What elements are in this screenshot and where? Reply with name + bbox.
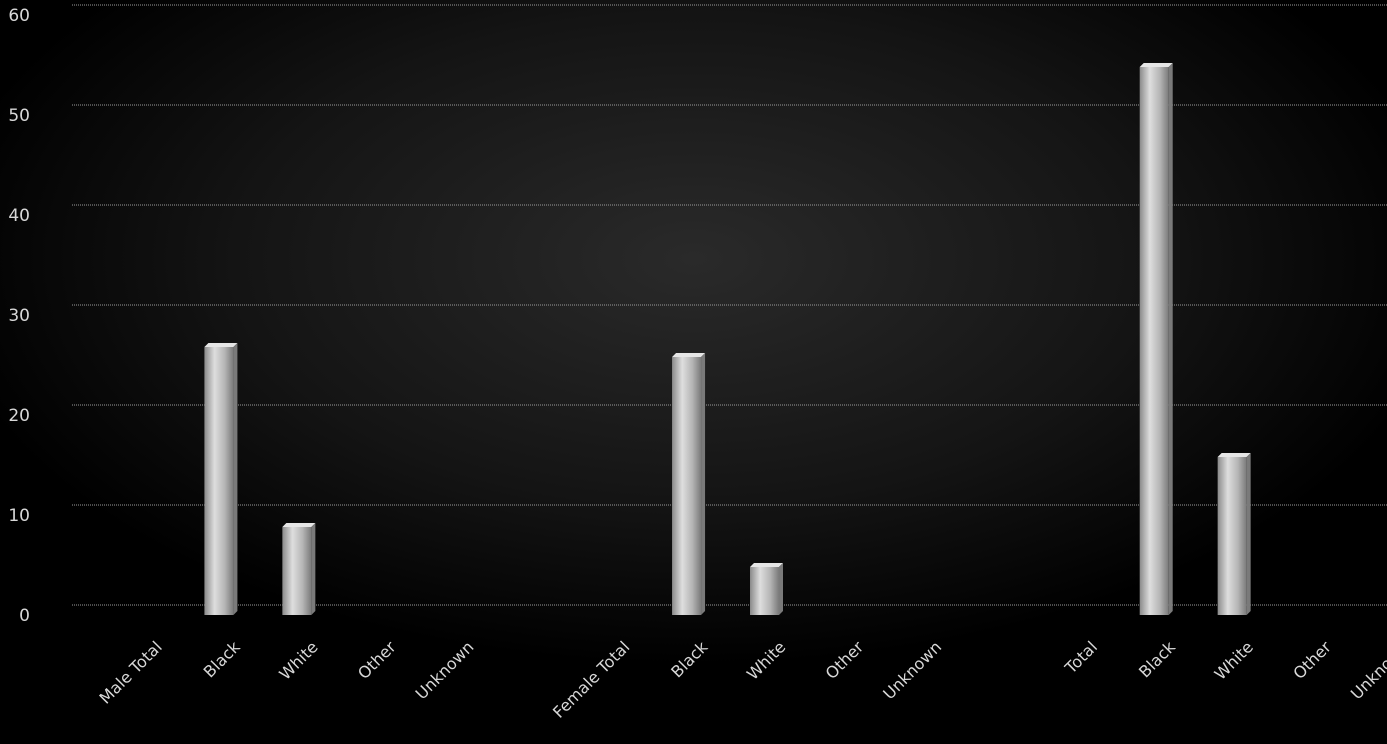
bar-top bbox=[1140, 63, 1173, 67]
bar-group bbox=[1140, 63, 1173, 615]
bar-group bbox=[1218, 453, 1251, 615]
bar-top bbox=[204, 343, 237, 347]
y-tick-label: 10 bbox=[8, 506, 30, 526]
y-tick-label: 60 bbox=[8, 6, 30, 26]
bar bbox=[282, 527, 311, 615]
bar-side bbox=[701, 353, 705, 615]
bar bbox=[750, 567, 779, 615]
bar bbox=[204, 347, 233, 615]
y-tick-label: 0 bbox=[19, 606, 30, 626]
bar-group bbox=[750, 563, 783, 615]
y-tick-label: 50 bbox=[8, 106, 30, 126]
bar-side bbox=[1169, 63, 1173, 615]
bar-side bbox=[233, 343, 237, 615]
bar-top bbox=[1218, 453, 1251, 457]
bar bbox=[672, 357, 701, 615]
bar-side bbox=[311, 523, 315, 615]
bar-top bbox=[750, 563, 783, 567]
bar-group bbox=[204, 343, 237, 615]
y-tick-label: 30 bbox=[8, 306, 30, 326]
bar-group bbox=[672, 353, 705, 615]
bar-top bbox=[672, 353, 705, 357]
y-tick-label: 40 bbox=[8, 206, 30, 226]
y-tick-label: 20 bbox=[8, 406, 30, 426]
bar bbox=[1218, 457, 1247, 615]
bar-group bbox=[282, 523, 315, 615]
bar-side bbox=[1247, 453, 1251, 615]
bar-side bbox=[779, 563, 783, 615]
bar bbox=[1140, 67, 1169, 615]
bar-top bbox=[282, 523, 315, 527]
